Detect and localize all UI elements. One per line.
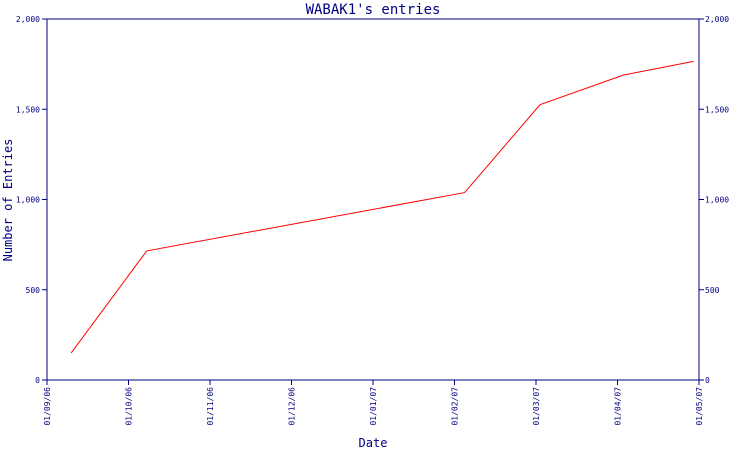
x-tick-label: 01/01/07	[369, 387, 378, 426]
y-tick-label-right: 1,000	[705, 196, 729, 205]
x-tick-label: 01/10/06	[125, 387, 134, 426]
x-axis-title: Date	[359, 436, 388, 450]
x-tick-label: 01/09/06	[43, 387, 52, 426]
y-tick-label-right: 2,000	[705, 15, 729, 24]
y-axis-left: 0 500 1,000 1,500 2,000	[16, 15, 47, 385]
x-tick-label: 01/02/07	[451, 387, 460, 426]
chart-title: WABAK1's entries	[306, 2, 441, 18]
series-layer	[70, 60, 694, 354]
y-tick-label-left: 1,000	[16, 196, 40, 205]
y-axis-title: Number of Entries	[1, 139, 15, 262]
x-tick-label: 01/11/06	[206, 387, 215, 426]
plot-frame	[46, 18, 700, 381]
series-line-1	[70, 60, 694, 354]
y-tick-label-left: 2,000	[16, 15, 40, 24]
y-axis-right: 0 500 1,000 1,500 2,000	[699, 15, 729, 385]
y-tick-label-left: 500	[26, 286, 41, 295]
y-tick-label-left: 1,500	[16, 105, 40, 114]
x-tick-label: 01/04/07	[614, 387, 623, 426]
x-axis: 01/09/06 01/10/06 01/11/06 01/12/06 01/01/07…	[43, 380, 704, 426]
y-tick-label-right: 1,500	[705, 105, 729, 114]
x-tick-label: 01/03/07	[532, 387, 541, 426]
y-tick-label-left: 0	[35, 376, 40, 385]
x-tick-label: 01/12/06	[288, 387, 297, 426]
y-tick-label-right: 500	[705, 286, 720, 295]
y-tick-label-right: 0	[705, 376, 710, 385]
x-tick-label: 01/05/07	[695, 387, 704, 426]
